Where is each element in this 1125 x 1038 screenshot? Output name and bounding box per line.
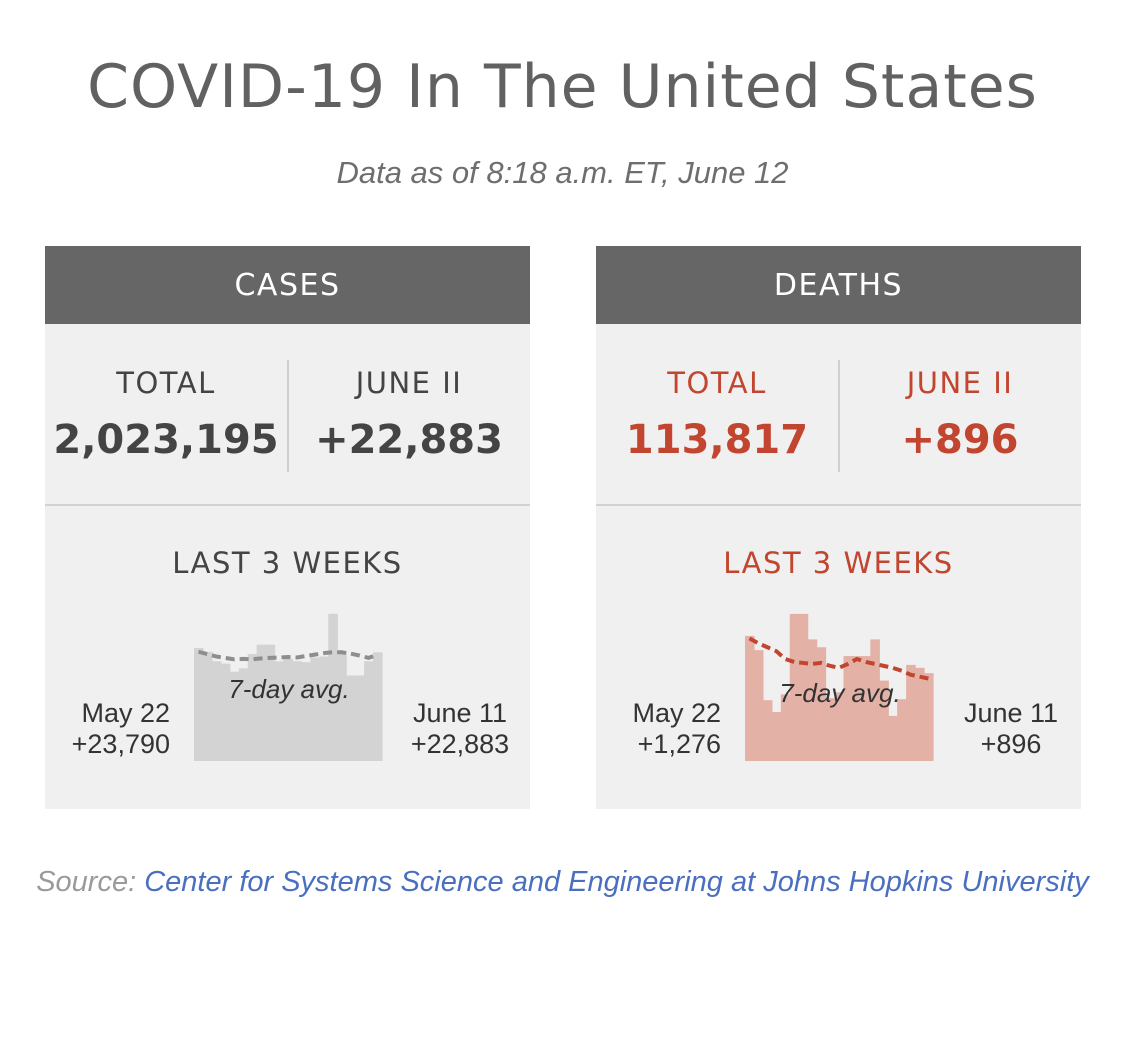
- source-line: Source: Center for Systems Science and E…: [0, 855, 1125, 909]
- cases-bar: [274, 661, 285, 761]
- deaths-panel: DEATHS TOTAL 113,817 JUNE II +896 LAST 3…: [596, 246, 1081, 809]
- cases-bar: [229, 671, 240, 761]
- cases-bar: [301, 662, 311, 761]
- deaths-end: June 11 +896: [946, 698, 1076, 760]
- cases-end: June 11 +22,883: [395, 698, 525, 760]
- deaths-bar: [879, 680, 889, 761]
- deaths-day-label: JUNE II: [906, 366, 1014, 400]
- deaths-start: May 22 +1,276: [614, 698, 721, 760]
- cases-bar: [220, 663, 231, 762]
- deaths-bar: [888, 715, 898, 761]
- cases-day-label: JUNE II: [355, 366, 463, 400]
- cases-total: TOTAL 2,023,195: [45, 324, 287, 504]
- deaths-bar: [843, 656, 854, 761]
- cases-bar: [211, 661, 222, 761]
- source-link[interactable]: Center for Systems Science and Engineeri…: [144, 866, 1089, 898]
- cases-avg-line: [197, 649, 379, 662]
- deaths-avg-label: 7-day avg.: [779, 678, 900, 708]
- cases-bar: [355, 675, 365, 761]
- deaths-stats: TOTAL 113,817 JUNE II +896: [596, 324, 1081, 504]
- deaths-bar: [906, 664, 916, 761]
- cases-start-date: May 22: [81, 698, 170, 728]
- cases-panel: CASES TOTAL 2,023,195 JUNE II +22,883 LA…: [45, 246, 530, 809]
- cases-bar: [256, 644, 267, 762]
- cases-bar: [346, 675, 356, 761]
- deaths-total-value: 113,817: [625, 417, 809, 463]
- cases-avg-label: 7-day avg.: [228, 674, 349, 704]
- cases-total-value: 2,023,195: [53, 417, 279, 463]
- deaths-avg-line: [748, 636, 929, 681]
- stat-divider: [838, 360, 840, 472]
- deaths-bar: [789, 613, 800, 761]
- deaths-bar: [852, 656, 862, 761]
- deaths-bar: [861, 656, 871, 761]
- deaths-bar: [915, 667, 925, 761]
- deaths-day: JUNE II +896: [839, 324, 1081, 504]
- deaths-bar: [825, 698, 836, 761]
- cases-chart: 7-day avg.: [194, 613, 383, 762]
- cases-end-value: +22,883: [410, 729, 510, 759]
- deaths-chart: 7-day avg.: [745, 613, 934, 761]
- data-timestamp: Data as of 8:18 a.m. ET, June 12: [336, 155, 789, 190]
- cases-start-value: +23,790: [71, 729, 170, 759]
- cases-bar: [194, 648, 204, 761]
- section-divider: [596, 504, 1081, 506]
- section-divider: [45, 504, 530, 506]
- deaths-total: TOTAL 113,817: [596, 324, 838, 504]
- deaths-bar: [753, 650, 764, 761]
- deaths-start-date: May 22: [632, 698, 721, 728]
- deaths-bar: [798, 613, 809, 761]
- cases-bar: [202, 651, 213, 761]
- cases-bar: [247, 654, 258, 762]
- cases-day-value: +22,883: [315, 417, 503, 463]
- deaths-end-date: June 11: [963, 698, 1059, 728]
- cases-bar: [292, 661, 303, 761]
- deaths-bar: [870, 639, 880, 761]
- cases-start: May 22 +23,790: [63, 698, 170, 760]
- deaths-bar: [745, 635, 755, 761]
- deaths-bar: [816, 647, 827, 761]
- deaths-total-label: TOTAL: [667, 366, 767, 400]
- cases-stats: TOTAL 2,023,195 JUNE II +22,883: [45, 324, 530, 504]
- deaths-start-value: +1,276: [637, 729, 721, 759]
- deaths-end-value: +896: [980, 729, 1042, 759]
- deaths-heading: DEATHS: [596, 246, 1081, 324]
- stat-divider: [287, 360, 289, 472]
- cases-bar: [283, 658, 294, 762]
- cases-bar: [337, 651, 347, 761]
- deaths-bar: [780, 694, 791, 761]
- source-label: Source:: [36, 866, 137, 898]
- deaths-bar: [897, 699, 907, 761]
- cases-bar: [265, 644, 276, 762]
- deaths-bar: [771, 711, 782, 761]
- cases-bar: [238, 668, 249, 762]
- cases-bar: [328, 613, 338, 761]
- cases-total-label: TOTAL: [116, 366, 216, 400]
- deaths-weeks-label: LAST 3 WEEKS: [723, 546, 954, 580]
- cases-weeks-label: LAST 3 WEEKS: [172, 546, 403, 580]
- cases-day: JUNE II +22,883: [288, 324, 530, 504]
- cases-bar: [310, 657, 320, 761]
- cases-heading: CASES: [45, 246, 530, 324]
- cases-bar: [373, 652, 383, 761]
- cases-bar: [319, 656, 329, 761]
- deaths-bar: [807, 639, 818, 761]
- deaths-day-value: +896: [901, 417, 1019, 463]
- deaths-bar: [762, 700, 773, 761]
- deaths-bar: [924, 673, 934, 761]
- deaths-bar: [834, 692, 845, 761]
- page-title: COVID-19 In The United States: [87, 52, 1038, 122]
- cases-end-date: June 11: [412, 698, 508, 728]
- cases-bar: [364, 661, 374, 761]
